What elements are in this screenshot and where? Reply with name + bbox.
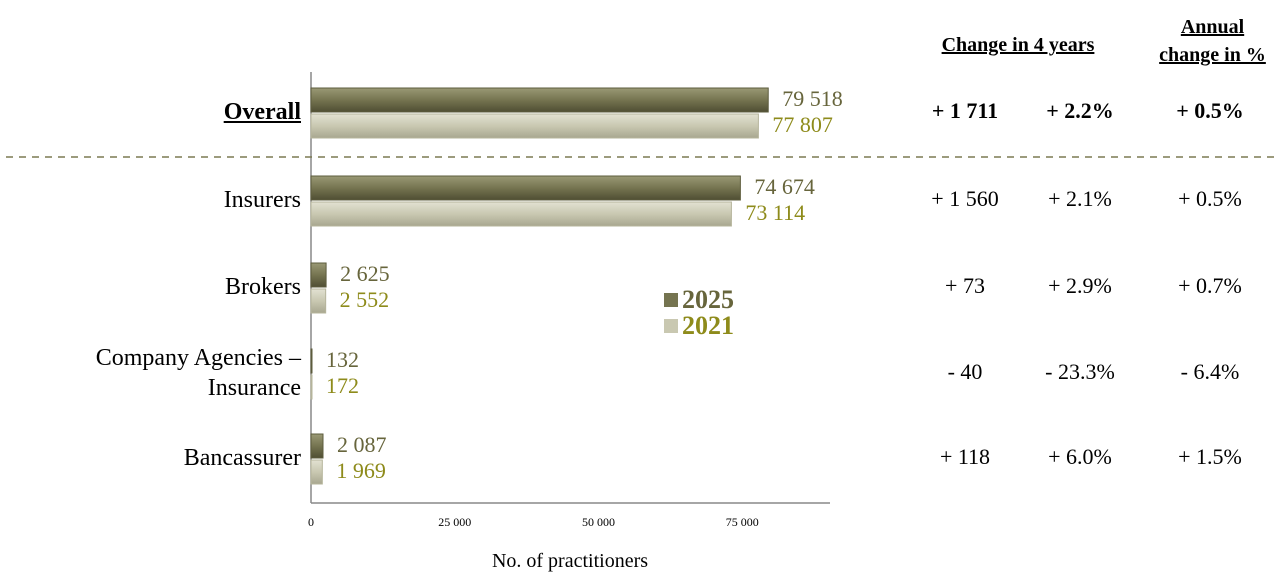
category-label: Company Agencies – Insurance	[96, 343, 301, 403]
stat-change-abs: + 118	[939, 444, 991, 469]
category-label-line: Bancassurer	[183, 445, 301, 471]
bar-2025	[310, 433, 324, 459]
stat-annual-pct: + 0.7%	[1178, 273, 1242, 298]
bar-2021	[310, 288, 327, 314]
bar-2025	[310, 87, 769, 113]
header-annual-change-line1: Annual	[1180, 16, 1245, 38]
stat-change-pct: + 2.2%	[1046, 98, 1114, 123]
stat-annual-pct: + 1.5%	[1178, 444, 1242, 469]
stat-change-abs: + 1 560	[931, 186, 999, 211]
value-label-2025: 132	[326, 347, 359, 372]
stat-change-abs: + 1 711	[931, 98, 999, 123]
bar-2025	[310, 262, 327, 288]
legend-label-2021: 2021	[682, 311, 734, 340]
stat-change-abs: - 40	[947, 359, 983, 384]
stat-change-pct: + 2.1%	[1048, 186, 1112, 211]
category-label: Insurers	[224, 185, 301, 215]
category-label-line: Brokers	[225, 274, 301, 300]
legend-item-2021: 2021	[664, 311, 734, 341]
legend-label-2025: 2025	[682, 285, 734, 314]
x-tick-label: 0	[308, 515, 314, 529]
legend-swatch-2025	[664, 293, 678, 307]
legend: 2025 2021	[664, 285, 734, 341]
value-label-2025: 2 625	[340, 261, 390, 286]
value-label-2021: 73 114	[745, 200, 806, 225]
bar-2025	[310, 175, 741, 201]
stat-change-abs: + 73	[945, 273, 985, 298]
value-label-2021: 77 807	[772, 112, 833, 137]
stat-change-pct: + 6.0%	[1048, 444, 1112, 469]
value-label-2025: 79 518	[782, 86, 843, 111]
bar-2021	[310, 201, 732, 227]
header-change-in-4-years: Change in 4 years	[941, 34, 1095, 56]
category-label-line: Company Agencies –	[95, 345, 301, 371]
category-label-line: Insurers	[223, 187, 301, 213]
value-label-2025: 2 087	[337, 432, 387, 457]
bar-2021	[310, 374, 313, 400]
legend-swatch-2021	[664, 319, 678, 333]
category-label: Brokers	[225, 272, 301, 302]
category-label-line: Overall	[223, 99, 301, 125]
header-annual-change-line2: change in %	[1159, 44, 1266, 66]
bar-2021	[310, 113, 759, 139]
stat-annual-pct: + 0.5%	[1178, 186, 1242, 211]
value-label-2021: 172	[326, 373, 359, 398]
value-label-2025: 74 674	[754, 174, 815, 199]
category-label-line: Insurance	[207, 375, 301, 401]
value-label-2021: 1 969	[336, 458, 386, 483]
x-tick-label: 75 000	[726, 515, 759, 529]
x-axis-title: No. of practitioners	[491, 550, 649, 572]
bar-2025	[310, 348, 313, 374]
legend-item-2025: 2025	[664, 285, 734, 315]
value-label-2021: 2 552	[339, 287, 390, 312]
category-label: Bancassurer	[184, 443, 301, 473]
x-tick-label: 50 000	[582, 515, 615, 529]
bar-2021	[310, 459, 323, 485]
stat-change-pct: + 2.9%	[1048, 273, 1112, 298]
x-tick-label: 25 000	[438, 515, 471, 529]
stat-change-pct: - 23.3%	[1045, 359, 1115, 384]
stat-annual-pct: - 6.4%	[1180, 359, 1240, 384]
category-label: Overall	[224, 97, 301, 127]
stat-annual-pct: + 0.5%	[1176, 98, 1244, 123]
